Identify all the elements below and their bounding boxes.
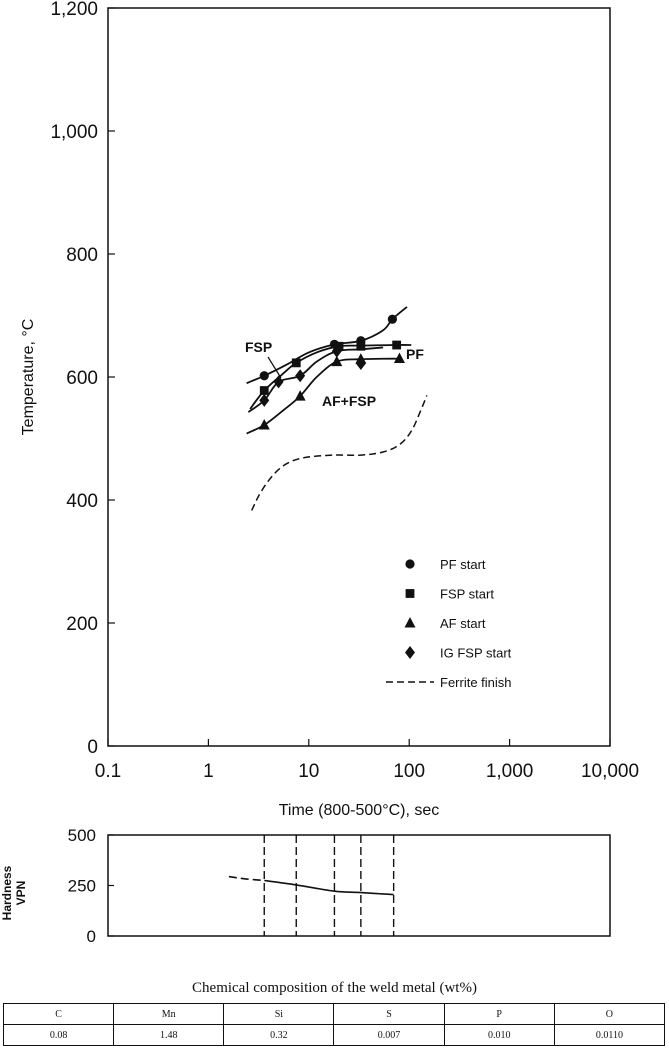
af-start-point-2 bbox=[331, 355, 343, 367]
legend-marker-1 bbox=[405, 589, 415, 598]
af-start-point-1 bbox=[294, 390, 306, 401]
fsp-start-point-3 bbox=[356, 341, 366, 351]
legend-marker-0 bbox=[405, 559, 415, 569]
x-tick-label-3: 100 bbox=[393, 761, 425, 782]
af-start-point-4 bbox=[393, 352, 405, 364]
legend: PF start FSP start AF start IG FSP start Fer… bbox=[386, 557, 512, 690]
main-plot-frame bbox=[107, 7, 611, 747]
curve-ferrite-finish bbox=[251, 395, 428, 511]
y-axis-label: Temperature, °C bbox=[20, 319, 37, 436]
hardness-reference-lines bbox=[263, 835, 395, 936]
main-x-ticks: 0.1 1 10 100 1,000 10,000 bbox=[95, 739, 639, 782]
composition-table: C Mn Si S P O 0.08 1.48 0.32 0.007 0.010… bbox=[2, 1003, 666, 1046]
hardness-chart: 0 250 500 Hardness VPN bbox=[0, 826, 611, 946]
y-tick-label-1: 200 bbox=[66, 614, 98, 635]
header-mn: Mn bbox=[113, 1003, 225, 1025]
hardness-curve bbox=[228, 875, 394, 896]
pf-start-point-3 bbox=[387, 314, 397, 324]
legend-marker-3 bbox=[405, 646, 415, 659]
composition-table-title: Chemical composition of the weld metal (… bbox=[192, 980, 477, 996]
annotation-pf: PF bbox=[406, 346, 424, 362]
y-tick-label-3: 600 bbox=[66, 368, 98, 389]
composition-header-row: C Mn Si S P O bbox=[2, 1003, 666, 1025]
y-tick-label-0: 0 bbox=[87, 737, 98, 758]
pf-start-point-0 bbox=[259, 371, 269, 381]
hardness-y-tick-label-1: 250 bbox=[68, 877, 96, 896]
hardness-curve-solid bbox=[264, 879, 394, 896]
fsp-start-point-4 bbox=[392, 340, 402, 350]
header-s: S bbox=[333, 1003, 445, 1025]
legend-label-3: IG FSP start bbox=[440, 646, 512, 661]
x-tick-label-4: 1,000 bbox=[486, 761, 534, 782]
annotation-fsp-pointer bbox=[267, 356, 282, 379]
fsp-start-point-1 bbox=[291, 358, 301, 368]
y-tick-label-6: 1,200 bbox=[50, 0, 98, 20]
hardness-y-tick-label-2: 500 bbox=[68, 826, 96, 845]
legend-marker-2 bbox=[404, 617, 416, 628]
x-tick-label-2: 10 bbox=[298, 761, 319, 782]
legend-label-4: Ferrite finish bbox=[440, 675, 512, 690]
annotation-af-fsp: AF+FSP bbox=[322, 393, 376, 409]
header-p: P bbox=[443, 1003, 555, 1025]
y-tick-label-4: 800 bbox=[66, 245, 98, 266]
composition-value-row: 0.08 1.48 0.32 0.007 0.010 0.0110 bbox=[2, 1024, 666, 1046]
ig-fsp-start-point-4 bbox=[355, 356, 366, 370]
x-tick-label-1: 1 bbox=[203, 761, 214, 782]
legend-label-1: FSP start bbox=[440, 587, 494, 602]
ig-fsp-start-point-2 bbox=[295, 369, 306, 383]
legend-label-2: AF start bbox=[440, 616, 486, 631]
header-si: Si bbox=[223, 1003, 335, 1025]
hardness-axis-label-line1: Hardness bbox=[0, 865, 14, 920]
value-o: 0.0110 bbox=[553, 1024, 666, 1046]
y-tick-label-5: 1,000 bbox=[50, 122, 98, 143]
header-c: C bbox=[2, 1003, 115, 1025]
hardness-y-ticks: 0 250 500 bbox=[68, 826, 114, 946]
y-tick-label-2: 400 bbox=[66, 491, 98, 512]
main-y-ticks: 0 200 400 600 800 1,000 1,200 bbox=[50, 0, 115, 758]
annotation-fsp: FSP bbox=[245, 339, 272, 355]
af-start-point-0 bbox=[258, 418, 270, 430]
fsp-start-point-2 bbox=[334, 341, 344, 351]
value-p: 0.010 bbox=[443, 1024, 555, 1046]
value-mn: 1.48 bbox=[113, 1024, 225, 1046]
x-tick-label-0: 0.1 bbox=[95, 761, 121, 782]
curve-fsp-start bbox=[249, 344, 412, 410]
value-si: 0.32 bbox=[223, 1024, 335, 1046]
x-tick-label-5: 10,000 bbox=[581, 761, 639, 782]
x-axis-label: Time (800-500°C), sec bbox=[279, 802, 440, 819]
hardness-y-tick-label-0: 0 bbox=[87, 927, 96, 946]
hardness-plot-frame bbox=[107, 834, 611, 937]
hardness-axis-label-line2: VPN bbox=[14, 881, 28, 906]
temperature-chart: 0.1 1 10 100 1,000 10,000 0 200 400 600 800 1,000 1… bbox=[20, 0, 639, 819]
main-points bbox=[258, 314, 405, 430]
ig-fsp-start-point-3 bbox=[331, 344, 342, 358]
ig-fsp-start-point-1 bbox=[273, 375, 284, 389]
value-s: 0.007 bbox=[333, 1024, 445, 1046]
value-c: 0.08 bbox=[2, 1024, 115, 1046]
hardness-curve-dashed bbox=[228, 875, 265, 882]
fsp-start-point-0 bbox=[259, 386, 269, 395]
header-o: O bbox=[553, 1003, 666, 1025]
ig-fsp-start-point-0 bbox=[259, 393, 270, 407]
legend-label-0: PF start bbox=[440, 557, 486, 572]
